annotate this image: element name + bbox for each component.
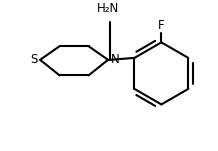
Text: S: S: [30, 53, 37, 66]
Text: H₂N: H₂N: [97, 2, 119, 15]
Text: F: F: [158, 19, 165, 32]
Text: N: N: [111, 53, 120, 66]
